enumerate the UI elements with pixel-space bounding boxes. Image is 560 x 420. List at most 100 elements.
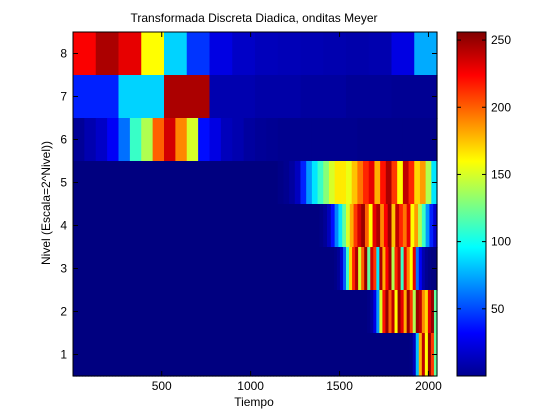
heatmap-cell-level-4 (338, 204, 343, 248)
heatmap-cell-level-3 (136, 247, 141, 291)
heatmap-cell-level-3 (388, 247, 393, 291)
heatmap-cell-level-4 (383, 204, 389, 248)
heatmap-cell-level-4 (262, 204, 267, 248)
heatmap-cell-level-1 (118, 333, 123, 377)
heatmap-cell-level-5 (249, 161, 256, 205)
heatmap-cell-level-2 (133, 290, 138, 334)
heatmap-cell-level-5 (289, 161, 296, 205)
heatmap-cell-level-6 (311, 118, 324, 162)
heatmap-cell-level-5 (107, 161, 114, 205)
heatmap-cell-level-5 (419, 161, 427, 205)
heatmap-cell-level-4 (145, 204, 150, 248)
heatmap-cell-level-4 (76, 204, 82, 248)
heatmap-cell-level-4 (186, 204, 192, 248)
heatmap-cell-level-2 (218, 290, 223, 334)
heatmap-cell-level-8 (209, 32, 233, 76)
heatmap-cell-level-2 (273, 290, 277, 334)
heatmap-cell-level-3 (242, 247, 247, 291)
colorbar-tick-label: 150 (491, 167, 511, 181)
heatmap-cell-level-4 (285, 204, 290, 248)
heatmap-cell-level-4 (156, 204, 161, 248)
heatmap-cell-level-3 (349, 247, 353, 291)
heatmap-cell-level-4 (402, 204, 408, 248)
heatmap-cell-level-1 (385, 333, 390, 377)
heatmap-cell-level-5 (266, 161, 273, 205)
heatmap-cell-level-1 (394, 333, 399, 377)
heatmap-cell-level-1 (261, 333, 265, 377)
heatmap-cell-level-1 (324, 333, 329, 377)
heatmap-cell-level-5 (175, 161, 182, 205)
heatmap-cell-level-2 (373, 290, 377, 334)
heatmap-cell-level-3 (203, 247, 208, 291)
y-tick-label: 4 (60, 219, 67, 233)
heatmap-cell-level-4 (236, 204, 241, 248)
heatmap-cell-level-1 (315, 333, 320, 377)
heatmap-cell-level-2 (179, 290, 183, 334)
heatmap-cell-level-5 (328, 161, 336, 205)
heatmap-cell-level-2 (394, 290, 399, 334)
heatmap-cell-level-3 (355, 247, 359, 291)
heatmap-cell-level-2 (230, 290, 235, 334)
heatmap-cell-level-6 (402, 118, 415, 162)
heatmap-cell-level-3 (327, 247, 332, 291)
heatmap-cell-level-5 (363, 161, 370, 205)
heatmap-cell-level-6 (107, 118, 120, 162)
colorbar-frame (456, 31, 487, 377)
heatmap-cell-level-6 (346, 118, 358, 162)
heatmap-cell-level-6 (414, 118, 427, 162)
heatmap-cell-level-4 (224, 204, 230, 248)
y-tick-label: 5 (60, 176, 67, 190)
heatmap-cell-level-6 (164, 118, 176, 162)
heatmap-cell-level-4 (258, 204, 264, 248)
heatmap-cell-level-4 (281, 204, 286, 248)
heatmap-cell-level-1 (379, 333, 383, 377)
heatmap-cell-level-1 (206, 333, 211, 377)
heatmap-cell-level-2 (94, 290, 98, 334)
heatmap-cell-level-1 (258, 333, 262, 377)
heatmap-cell-level-6 (232, 118, 245, 162)
heatmap-cell-level-1 (215, 333, 220, 377)
heatmap-cell-level-6 (73, 118, 85, 162)
heatmap-cell-level-4 (190, 204, 195, 248)
heatmap-cell-level-2 (321, 290, 326, 334)
heatmap-cell-level-5 (118, 161, 125, 205)
heatmap-cell-level-3 (239, 247, 244, 291)
heatmap-cell-level-8 (141, 32, 165, 76)
heatmap-cell-level-1 (327, 333, 332, 377)
heatmap-cell-level-4 (179, 204, 184, 248)
heatmap-cell-level-1 (370, 333, 374, 377)
heatmap-cell-level-1 (85, 333, 89, 377)
heatmap-cell-level-3 (379, 247, 383, 291)
heatmap-cell-level-2 (91, 290, 95, 334)
heatmap-cell-level-1 (197, 333, 201, 377)
colorbar-tick-label: 200 (491, 100, 511, 114)
heatmap-cell-level-6 (198, 118, 211, 162)
heatmap-cell-level-1 (91, 333, 95, 377)
heatmap-cell-level-1 (94, 333, 98, 377)
heatmap-cell-level-2 (285, 290, 289, 334)
heatmap-cell-level-5 (209, 161, 216, 205)
heatmap-cell-level-5 (317, 161, 324, 205)
heatmap-cell-level-2 (82, 290, 86, 334)
heatmap-cell-level-4 (164, 204, 169, 248)
heatmap-cell-level-7 (255, 75, 302, 119)
heatmap-cell-level-4 (251, 204, 256, 248)
heatmap-cells (73, 32, 438, 377)
heatmap-cell-level-7 (346, 75, 393, 119)
heatmap-cell-level-4 (414, 204, 419, 248)
heatmap-cell-level-1 (355, 333, 359, 377)
heatmap-cell-level-4 (80, 204, 85, 248)
heatmap-cell-level-3 (324, 247, 329, 291)
heatmap-cell-level-2 (215, 290, 220, 334)
heatmap-cell-level-4 (327, 204, 332, 248)
heatmap-cell-level-4 (277, 204, 283, 248)
heatmap-cell-level-4 (357, 204, 362, 248)
heatmap-cell-level-3 (145, 247, 150, 291)
heatmap-cell-level-4 (91, 204, 97, 248)
heatmap-cell-level-5 (294, 161, 302, 205)
heatmap-cell-level-3 (160, 247, 165, 291)
heatmap-cell-level-3 (300, 247, 305, 291)
heatmap-cell-level-4 (167, 204, 173, 248)
heatmap-cell-level-4 (126, 204, 131, 248)
heatmap-cell-level-2 (224, 290, 229, 334)
